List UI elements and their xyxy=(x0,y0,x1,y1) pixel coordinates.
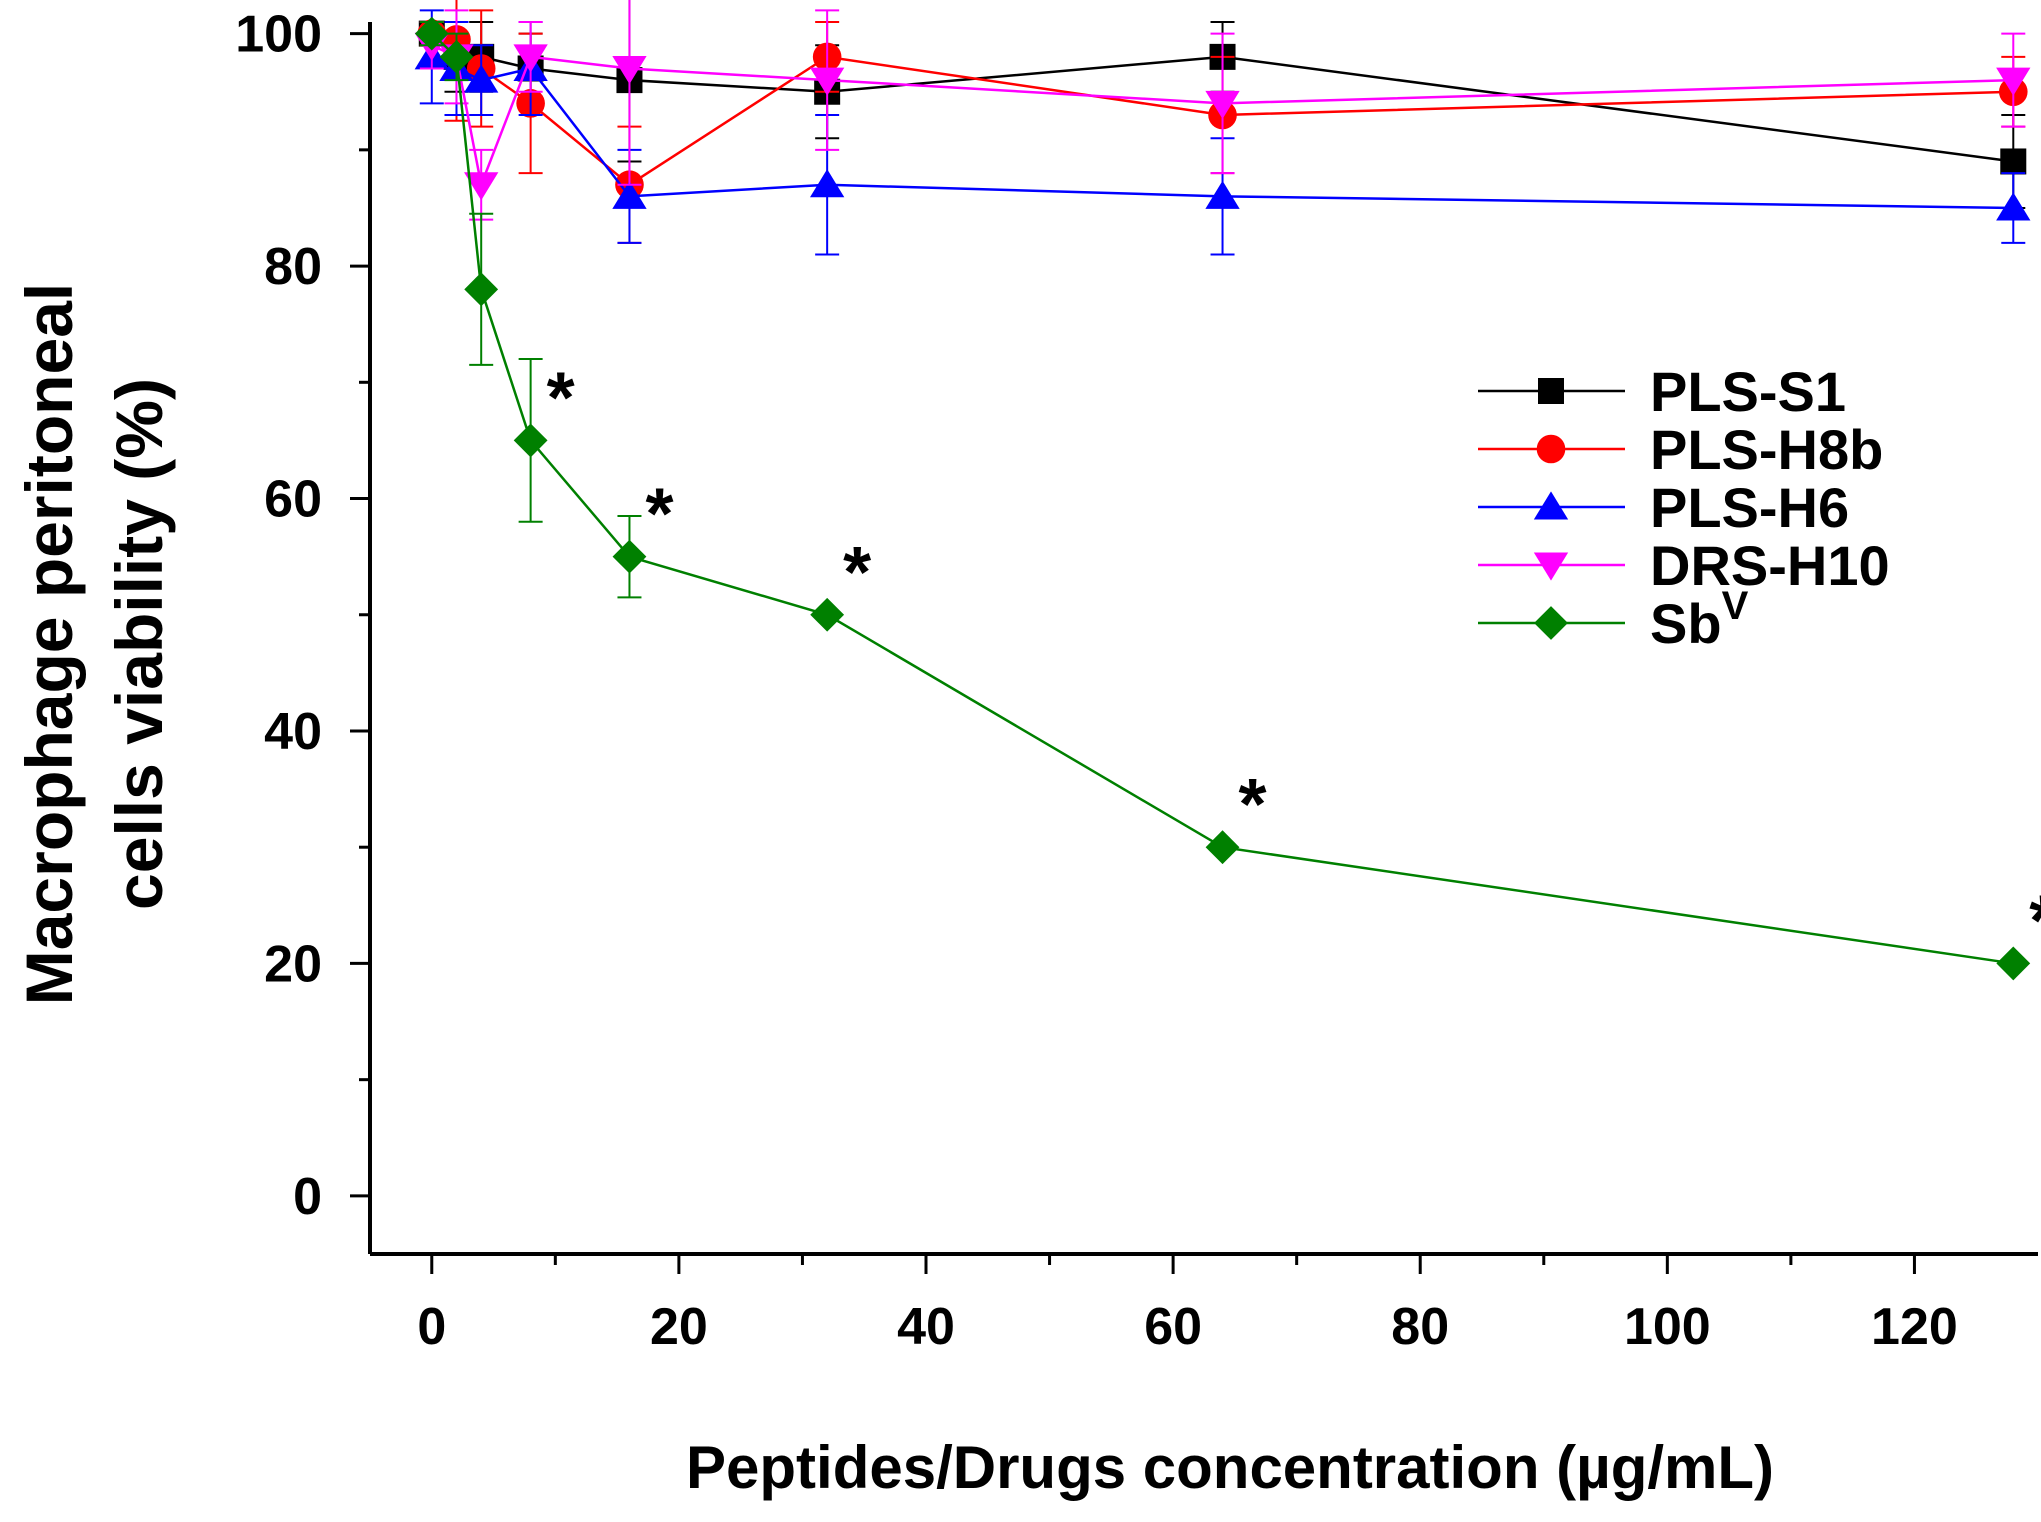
legend-label: DRS-H10 xyxy=(1650,534,1890,597)
significance-star: * xyxy=(1239,765,1267,845)
series-line xyxy=(430,32,2014,965)
x-tick-label: 120 xyxy=(1871,1298,1958,1356)
data-point xyxy=(1205,180,1240,209)
legend-marker xyxy=(1536,434,1566,464)
x-tick-label: 100 xyxy=(1624,1298,1711,1356)
y-axis-title-line1: Macrophage peritoneal xyxy=(12,283,86,1006)
y-tick-label: 20 xyxy=(264,935,322,993)
x-tick-label: 60 xyxy=(1144,1298,1202,1356)
data-point xyxy=(464,272,499,307)
data-point xyxy=(612,180,647,209)
significance-star: * xyxy=(645,475,673,555)
legend-marker xyxy=(1534,606,1568,640)
significance-star: * xyxy=(547,358,575,438)
series-layer xyxy=(414,0,2031,981)
data-point xyxy=(1996,67,2031,96)
y-tick-label: 80 xyxy=(264,238,322,296)
y-axis-title-line2: cells viability (%) xyxy=(102,378,176,910)
x-tick-label: 40 xyxy=(897,1298,955,1356)
data-point xyxy=(1205,90,1240,119)
legend-marker xyxy=(1533,491,1569,520)
significance-star: * xyxy=(2029,881,2041,961)
legend-label: PLS-S1 xyxy=(1650,360,1846,423)
x-tick-label: 80 xyxy=(1391,1298,1449,1356)
legend-label: PLS-H6 xyxy=(1650,476,1849,539)
data-point xyxy=(612,56,647,85)
x-tick-label: 0 xyxy=(417,1298,446,1356)
legend-label: PLS-H8b xyxy=(1650,418,1883,481)
data-point xyxy=(1996,946,2031,981)
x-axis-title: Peptides/Drugs concentration (µg/mL) xyxy=(686,1434,1774,1501)
data-point xyxy=(439,39,474,74)
data-point xyxy=(513,44,548,73)
data-point xyxy=(809,67,845,96)
axes: 0 20 40 60 80 100 120 0 20 40 60 80 100 xyxy=(235,6,1958,1356)
data-point xyxy=(809,169,845,198)
y-tick-label: 40 xyxy=(264,703,322,761)
data-point xyxy=(1205,830,1240,865)
series-line xyxy=(431,44,2014,190)
data-point xyxy=(414,16,449,51)
data-point xyxy=(464,64,499,93)
x-tick-label: 20 xyxy=(650,1298,708,1356)
series-sb xyxy=(414,16,2031,981)
data-point xyxy=(1996,192,2031,221)
plot-frame xyxy=(368,22,2038,1256)
significance-star: * xyxy=(843,533,871,613)
y-tick-label: 100 xyxy=(235,6,322,64)
legend-marker xyxy=(1538,378,1564,404)
data-point xyxy=(513,423,548,458)
legend-label: SbV xyxy=(1650,584,1749,655)
data-point xyxy=(2000,148,2027,175)
annotation-layer: * * * * * xyxy=(547,358,2041,961)
data-point xyxy=(810,597,845,632)
legend-marker xyxy=(1533,552,1569,581)
y-tick-label: 0 xyxy=(293,1168,322,1226)
y-tick-label: 60 xyxy=(264,471,322,529)
data-point xyxy=(612,539,647,574)
data-point xyxy=(464,172,499,201)
